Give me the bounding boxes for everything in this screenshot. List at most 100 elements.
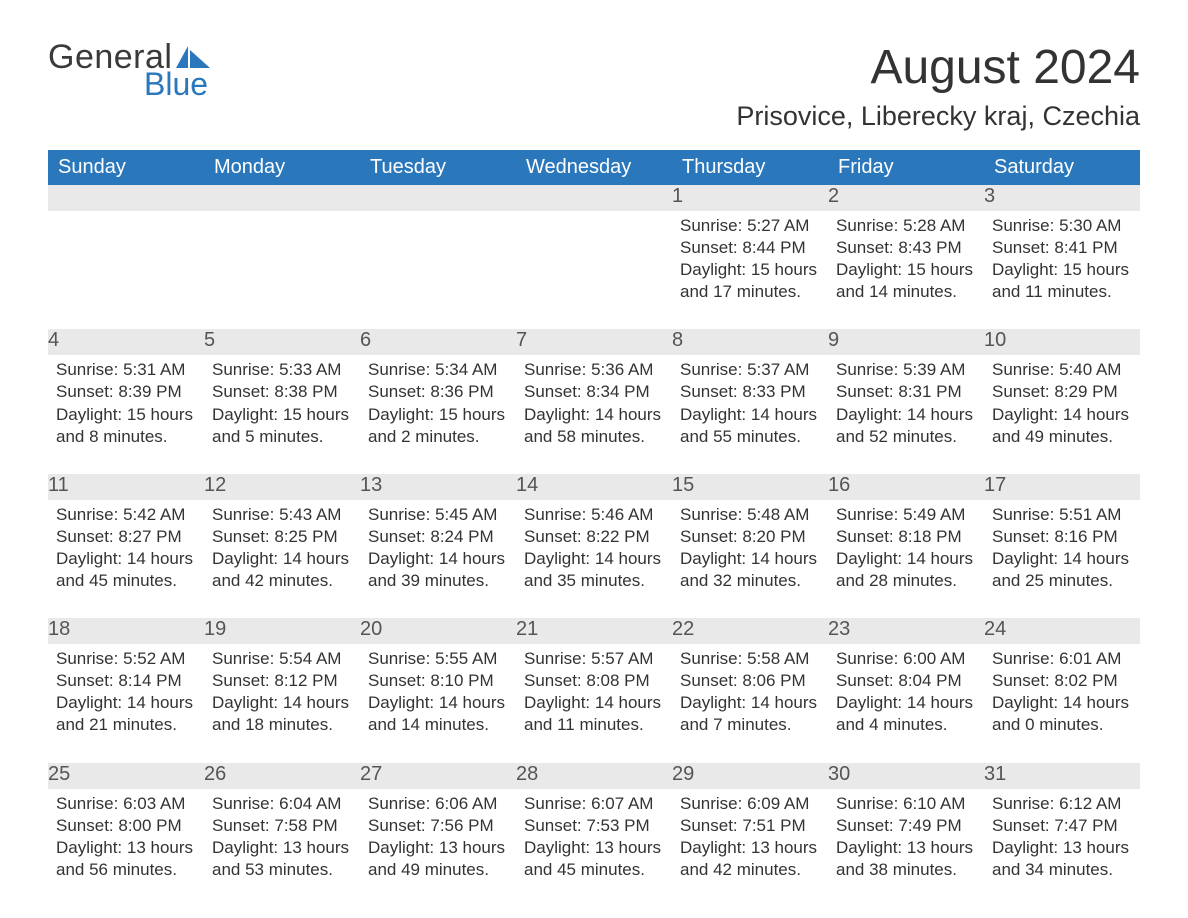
day-body-cell: Sunrise: 5:42 AMSunset: 8:27 PMDaylight:…	[48, 500, 204, 618]
day-body-cell: Sunrise: 5:40 AMSunset: 8:29 PMDaylight:…	[984, 355, 1140, 473]
day-body-cell: Sunrise: 5:48 AMSunset: 8:20 PMDaylight:…	[672, 500, 828, 618]
day-number-cell: 2	[828, 185, 984, 211]
sunrise-text: Sunrise: 5:37 AM	[680, 359, 820, 381]
day-body-cell: Sunrise: 5:55 AMSunset: 8:10 PMDaylight:…	[360, 644, 516, 762]
daylight-text: Daylight: 14 hours and 28 minutes.	[836, 548, 976, 592]
sunset-text: Sunset: 8:06 PM	[680, 670, 820, 692]
sunset-text: Sunset: 8:29 PM	[992, 381, 1132, 403]
sunset-text: Sunset: 8:24 PM	[368, 526, 508, 548]
sunrise-text: Sunrise: 6:10 AM	[836, 793, 976, 815]
day-header: Saturday	[984, 150, 1140, 185]
day-body-cell: Sunrise: 5:34 AMSunset: 8:36 PMDaylight:…	[360, 355, 516, 473]
daylight-text: Daylight: 14 hours and 55 minutes.	[680, 404, 820, 448]
sunset-text: Sunset: 8:14 PM	[56, 670, 196, 692]
sunset-text: Sunset: 8:34 PM	[524, 381, 664, 403]
sunrise-text: Sunrise: 6:06 AM	[368, 793, 508, 815]
sunrise-text: Sunrise: 5:33 AM	[212, 359, 352, 381]
daylight-text: Daylight: 14 hours and 25 minutes.	[992, 548, 1132, 592]
sunset-text: Sunset: 8:18 PM	[836, 526, 976, 548]
day-body-cell: Sunrise: 5:31 AMSunset: 8:39 PMDaylight:…	[48, 355, 204, 473]
day-number-cell: 27	[360, 763, 516, 789]
day-body-cell: Sunrise: 6:10 AMSunset: 7:49 PMDaylight:…	[828, 789, 984, 907]
sunrise-text: Sunrise: 5:28 AM	[836, 215, 976, 237]
day-body-cell: Sunrise: 5:51 AMSunset: 8:16 PMDaylight:…	[984, 500, 1140, 618]
sunset-text: Sunset: 8:10 PM	[368, 670, 508, 692]
day-number-cell: 4	[48, 329, 204, 355]
day-number-cell: 23	[828, 618, 984, 644]
daylight-text: Daylight: 13 hours and 34 minutes.	[992, 837, 1132, 881]
week-body-row: Sunrise: 6:03 AMSunset: 8:00 PMDaylight:…	[48, 789, 1140, 907]
day-number-cell: 29	[672, 763, 828, 789]
week-daynum-row: 11121314151617	[48, 474, 1140, 500]
sunset-text: Sunset: 8:38 PM	[212, 381, 352, 403]
daylight-text: Daylight: 14 hours and 21 minutes.	[56, 692, 196, 736]
day-body-cell: Sunrise: 6:04 AMSunset: 7:58 PMDaylight:…	[204, 789, 360, 907]
sunset-text: Sunset: 8:36 PM	[368, 381, 508, 403]
day-number-cell: 14	[516, 474, 672, 500]
day-number-cell: 9	[828, 329, 984, 355]
day-body-cell: Sunrise: 6:03 AMSunset: 8:00 PMDaylight:…	[48, 789, 204, 907]
sunset-text: Sunset: 8:02 PM	[992, 670, 1132, 692]
daylight-text: Daylight: 13 hours and 38 minutes.	[836, 837, 976, 881]
day-number-cell: 11	[48, 474, 204, 500]
day-body-cell: Sunrise: 6:01 AMSunset: 8:02 PMDaylight:…	[984, 644, 1140, 762]
sunrise-text: Sunrise: 5:42 AM	[56, 504, 196, 526]
daylight-text: Daylight: 15 hours and 8 minutes.	[56, 404, 196, 448]
day-number-cell	[204, 185, 360, 211]
sunrise-text: Sunrise: 6:09 AM	[680, 793, 820, 815]
day-number-cell: 17	[984, 474, 1140, 500]
sunrise-text: Sunrise: 5:31 AM	[56, 359, 196, 381]
page-header: General Blue August 2024 Prisovice, Libe…	[48, 40, 1140, 132]
day-header: Thursday	[672, 150, 828, 185]
sunrise-text: Sunrise: 5:34 AM	[368, 359, 508, 381]
day-number-cell: 24	[984, 618, 1140, 644]
day-number-cell: 8	[672, 329, 828, 355]
sunrise-text: Sunrise: 5:52 AM	[56, 648, 196, 670]
sunrise-text: Sunrise: 5:51 AM	[992, 504, 1132, 526]
daylight-text: Daylight: 13 hours and 45 minutes.	[524, 837, 664, 881]
day-header: Monday	[204, 150, 360, 185]
sunset-text: Sunset: 8:31 PM	[836, 381, 976, 403]
day-body-cell: Sunrise: 5:33 AMSunset: 8:38 PMDaylight:…	[204, 355, 360, 473]
day-body-cell: Sunrise: 5:49 AMSunset: 8:18 PMDaylight:…	[828, 500, 984, 618]
daylight-text: Daylight: 13 hours and 49 minutes.	[368, 837, 508, 881]
day-body-cell: Sunrise: 5:54 AMSunset: 8:12 PMDaylight:…	[204, 644, 360, 762]
daylight-text: Daylight: 14 hours and 49 minutes.	[992, 404, 1132, 448]
daylight-text: Daylight: 14 hours and 4 minutes.	[836, 692, 976, 736]
week-daynum-row: 123	[48, 185, 1140, 211]
sunrise-text: Sunrise: 6:07 AM	[524, 793, 664, 815]
week-daynum-row: 25262728293031	[48, 763, 1140, 789]
day-number-cell: 26	[204, 763, 360, 789]
day-number-cell: 18	[48, 618, 204, 644]
sunset-text: Sunset: 8:44 PM	[680, 237, 820, 259]
sunrise-text: Sunrise: 5:55 AM	[368, 648, 508, 670]
day-header: Sunday	[48, 150, 204, 185]
sunset-text: Sunset: 8:12 PM	[212, 670, 352, 692]
day-body-cell: Sunrise: 6:00 AMSunset: 8:04 PMDaylight:…	[828, 644, 984, 762]
daylight-text: Daylight: 15 hours and 14 minutes.	[836, 259, 976, 303]
day-number-cell: 1	[672, 185, 828, 211]
day-body-cell: Sunrise: 5:39 AMSunset: 8:31 PMDaylight:…	[828, 355, 984, 473]
day-number-cell	[516, 185, 672, 211]
daylight-text: Daylight: 14 hours and 58 minutes.	[524, 404, 664, 448]
daylight-text: Daylight: 14 hours and 45 minutes.	[56, 548, 196, 592]
day-body-cell: Sunrise: 5:30 AMSunset: 8:41 PMDaylight:…	[984, 211, 1140, 329]
day-number-cell: 15	[672, 474, 828, 500]
sunset-text: Sunset: 8:22 PM	[524, 526, 664, 548]
sunset-text: Sunset: 8:08 PM	[524, 670, 664, 692]
month-title: August 2024	[736, 40, 1140, 95]
daylight-text: Daylight: 14 hours and 52 minutes.	[836, 404, 976, 448]
day-body-cell: Sunrise: 6:09 AMSunset: 7:51 PMDaylight:…	[672, 789, 828, 907]
daylight-text: Daylight: 15 hours and 5 minutes.	[212, 404, 352, 448]
sunrise-text: Sunrise: 5:43 AM	[212, 504, 352, 526]
sunrise-text: Sunrise: 5:39 AM	[836, 359, 976, 381]
location-subtitle: Prisovice, Liberecky kraj, Czechia	[736, 101, 1140, 132]
sunrise-text: Sunrise: 5:27 AM	[680, 215, 820, 237]
day-number-cell	[360, 185, 516, 211]
logo-text-blue: Blue	[144, 68, 210, 100]
sunset-text: Sunset: 8:39 PM	[56, 381, 196, 403]
day-body-cell: Sunrise: 5:27 AMSunset: 8:44 PMDaylight:…	[672, 211, 828, 329]
day-number-cell: 13	[360, 474, 516, 500]
day-body-cell: Sunrise: 6:06 AMSunset: 7:56 PMDaylight:…	[360, 789, 516, 907]
logo: General Blue	[48, 40, 210, 100]
